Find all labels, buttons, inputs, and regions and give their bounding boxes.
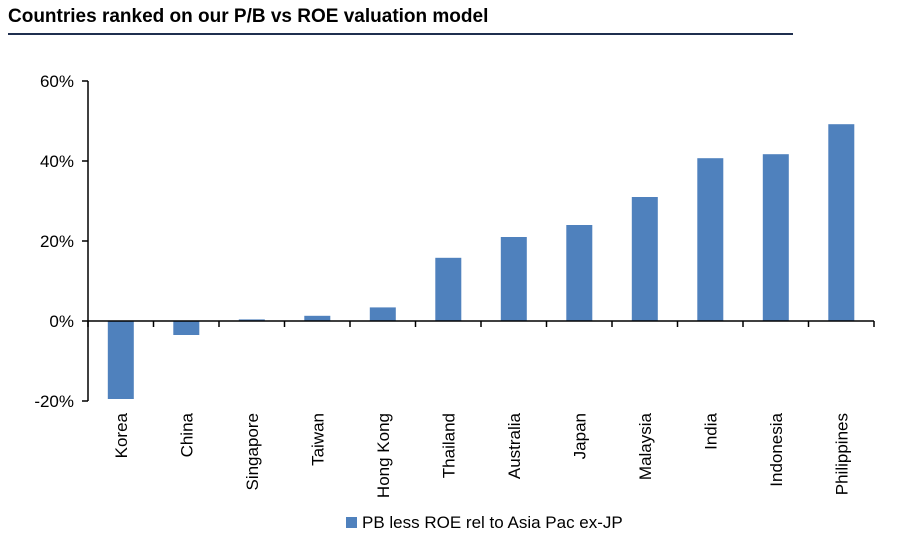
- bar-india: [697, 158, 724, 321]
- x-tick-label: Hong Kong: [374, 413, 393, 498]
- legend-label: PB less ROE rel to Asia Pac ex-JP: [362, 513, 623, 532]
- x-tick-label: Philippines: [832, 413, 851, 495]
- x-tick-label: Singapore: [243, 413, 262, 491]
- x-tick-label: Taiwan: [308, 413, 327, 466]
- title-rule: [8, 33, 793, 35]
- legend-swatch: [346, 517, 357, 528]
- bar-hong-kong: [369, 307, 396, 321]
- y-tick-label: 0%: [49, 312, 74, 331]
- x-tick-label: Korea: [112, 412, 131, 458]
- x-tick-label: China: [177, 412, 196, 457]
- bar-china: [173, 321, 200, 335]
- bar-australia: [500, 237, 527, 321]
- chart-title: Countries ranked on our P/B vs ROE valua…: [8, 6, 489, 27]
- x-tick-label: Australia: [505, 412, 524, 479]
- bars-group: [107, 124, 855, 399]
- bar-malaysia: [631, 197, 658, 321]
- axes-group: -20% 0% 20% 40% 60% Korea China Singapore Taiwan…: [34, 72, 875, 498]
- y-tick-label: 20%: [40, 232, 74, 251]
- bar-thailand: [435, 257, 462, 321]
- bar-singapore: [238, 319, 265, 321]
- x-tick-label: Malaysia: [636, 412, 655, 480]
- y-tick-label: 40%: [40, 152, 74, 171]
- bar-korea: [107, 321, 134, 399]
- x-tick-label: Thailand: [439, 413, 458, 478]
- bar-japan: [566, 225, 593, 321]
- x-tick-label: Indonesia: [767, 412, 786, 486]
- y-tick-label: -20%: [34, 392, 74, 411]
- legend: PB less ROE rel to Asia Pac ex-JP: [346, 513, 623, 532]
- x-tick-label: Japan: [570, 413, 589, 459]
- bar-taiwan: [304, 315, 331, 321]
- bar-indonesia: [762, 154, 789, 321]
- bar-philippines: [828, 124, 855, 321]
- y-tick-label: 60%: [40, 72, 74, 91]
- x-tick-label: India: [701, 412, 720, 449]
